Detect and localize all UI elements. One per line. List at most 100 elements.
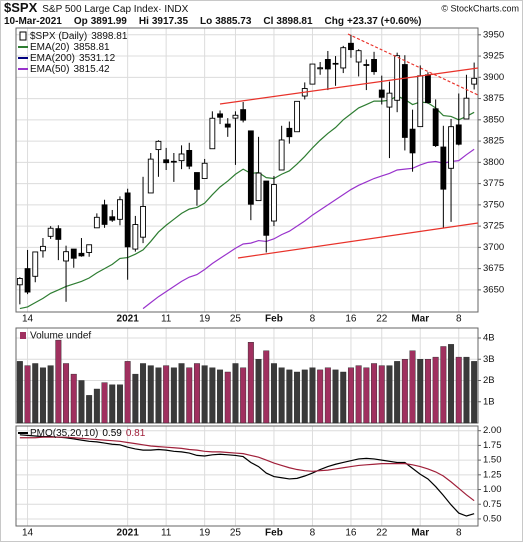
x-tick-label: 25 bbox=[230, 314, 242, 325]
candle-body bbox=[178, 153, 185, 162]
candle-body bbox=[355, 50, 362, 63]
volume-bar bbox=[340, 371, 347, 424]
volume-bar bbox=[224, 371, 231, 424]
legend-name: EMA(20) bbox=[30, 42, 69, 53]
candle-body bbox=[224, 123, 231, 128]
x-tick-label: 22 bbox=[376, 314, 388, 325]
volume-bar bbox=[201, 365, 208, 424]
volume-bar bbox=[217, 369, 224, 424]
candle-body bbox=[240, 109, 247, 121]
legend-value: 0.59 bbox=[102, 428, 122, 439]
volume-bar bbox=[401, 359, 408, 424]
x-tick-label: 19 bbox=[199, 314, 211, 325]
header-title: $SPX S&P 500 Large Cap Index· INDX bbox=[4, 0, 189, 15]
y-tick-label: 4B bbox=[483, 333, 495, 344]
legend-name: $SPX (Daily) bbox=[30, 31, 87, 42]
x-tick-label: Mar bbox=[411, 314, 429, 325]
quote-value: 3917.35 bbox=[152, 16, 189, 27]
x-tick-label: 16 bbox=[345, 314, 357, 325]
trend-lines bbox=[219, 33, 479, 259]
y-tick-label: 3800 bbox=[483, 157, 504, 168]
legend-swatch bbox=[19, 31, 27, 41]
y-tick-label: 3850 bbox=[483, 114, 504, 125]
quote-value: 3898.81 bbox=[276, 16, 313, 27]
y-tick-label: 1.75 bbox=[483, 440, 502, 451]
legend-entry: EMA(50) 3815.42 bbox=[30, 64, 110, 75]
x-tick-label: 8 bbox=[456, 528, 462, 539]
y-tick-label: 0.50 bbox=[483, 513, 502, 524]
quote-label: Lo bbox=[200, 16, 212, 27]
y-tick-label: 2B bbox=[483, 375, 495, 386]
volume-bar bbox=[417, 359, 424, 424]
support-trendline bbox=[237, 222, 479, 259]
volume-bar bbox=[432, 356, 439, 424]
header-quote: 10-Mar-2021 Op 3891.99 Hi 3917.35 Lo 3885.73 Cl… bbox=[4, 16, 422, 27]
legend: $SPX (Daily) 3898.81 EMA(20) 3858.81EMA(200… bbox=[18, 31, 128, 75]
volume-bar bbox=[371, 363, 378, 424]
x-tick-label: 2021 bbox=[117, 314, 140, 325]
candle-body bbox=[294, 100, 300, 133]
candle-body bbox=[186, 149, 193, 167]
y-tick-label: 1.00 bbox=[483, 484, 502, 495]
volume-bar bbox=[86, 395, 93, 424]
quote-change: +23.37 (+0.60%) bbox=[347, 16, 422, 27]
volume-bar bbox=[286, 369, 293, 424]
candle-body bbox=[440, 146, 447, 190]
candle-body bbox=[378, 89, 385, 98]
candle-body bbox=[93, 216, 100, 229]
volume-bar bbox=[363, 367, 370, 424]
volume-bar bbox=[386, 365, 393, 424]
candle-body bbox=[271, 184, 277, 222]
volume-bar bbox=[55, 339, 62, 424]
volume-bar bbox=[247, 342, 254, 424]
y-tick-label: 3825 bbox=[483, 136, 504, 147]
candle-body bbox=[448, 126, 454, 169]
quote-value: 3885.73 bbox=[215, 16, 252, 27]
quote-label: Chg bbox=[325, 16, 344, 27]
y-tick-label: 3900 bbox=[483, 72, 504, 83]
quote-value: 3891.99 bbox=[91, 16, 128, 27]
volume-bar bbox=[209, 367, 216, 424]
volume-bar bbox=[255, 359, 262, 424]
volume-bar bbox=[109, 384, 116, 424]
x-tick-label: Mar bbox=[411, 528, 429, 539]
legend-name: PMO(35,20,10) bbox=[30, 428, 98, 439]
candle-body bbox=[417, 75, 424, 128]
candle-body bbox=[117, 199, 123, 220]
volume-bar bbox=[47, 365, 54, 424]
candle-body bbox=[209, 117, 216, 150]
series-line bbox=[142, 148, 475, 310]
y-tick-label: 3675 bbox=[483, 263, 504, 274]
volume-bar bbox=[332, 369, 339, 424]
candle-body bbox=[63, 251, 69, 262]
volume-bar bbox=[324, 367, 331, 424]
volume-bar bbox=[39, 367, 46, 424]
volume-bar bbox=[24, 365, 31, 424]
resistance-trendline bbox=[219, 67, 479, 105]
credit: © StockCharts.com bbox=[441, 3, 519, 13]
candle-body bbox=[47, 227, 54, 237]
candle-body bbox=[401, 64, 408, 138]
candle-body bbox=[286, 127, 293, 138]
volume-bar bbox=[78, 380, 85, 424]
y-tick-label: 3925 bbox=[483, 51, 504, 62]
candle-body bbox=[394, 55, 401, 101]
volume-bar bbox=[193, 363, 200, 424]
x-tick-label: 8 bbox=[310, 314, 316, 325]
candle-body bbox=[109, 216, 116, 221]
index-name: S&P 500 Large Cap Index· INDX bbox=[42, 4, 188, 15]
candle-body bbox=[170, 160, 177, 163]
candle-body bbox=[409, 128, 416, 154]
y-tick-label: 3700 bbox=[483, 242, 504, 253]
volume-bar bbox=[394, 361, 401, 424]
symbol: $SPX bbox=[4, 0, 38, 15]
x-tick-label: Feb bbox=[265, 314, 283, 325]
volume-bar bbox=[101, 382, 108, 424]
candle-body bbox=[140, 205, 146, 238]
candle-body bbox=[324, 59, 331, 70]
volume-bar bbox=[16, 361, 23, 424]
candle-body bbox=[86, 244, 93, 253]
candle-body bbox=[24, 268, 31, 293]
x-tick-label: 19 bbox=[199, 528, 211, 539]
